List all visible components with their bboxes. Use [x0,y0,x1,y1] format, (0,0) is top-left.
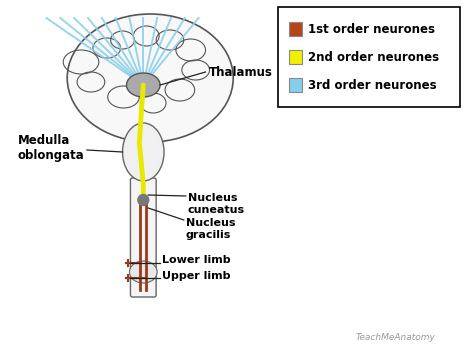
Text: Nucleus
cuneatus: Nucleus cuneatus [188,193,245,215]
Text: Nucleus
gracilis: Nucleus gracilis [186,218,235,239]
Text: 1st order neurones: 1st order neurones [308,22,435,36]
Bar [289,50,302,64]
Text: Thalamus: Thalamus [209,66,273,79]
Ellipse shape [127,73,160,97]
Ellipse shape [129,261,157,283]
Circle shape [138,195,149,206]
Ellipse shape [67,14,233,142]
Text: Lower limb: Lower limb [162,255,231,265]
Ellipse shape [123,123,164,181]
Text: Medulla
oblongata: Medulla oblongata [18,134,84,162]
Text: 2nd order neurones: 2nd order neurones [308,50,439,63]
Bar [289,78,302,92]
Text: 3rd order neurones: 3rd order neurones [308,79,437,91]
Text: Upper limb: Upper limb [162,271,230,281]
Bar [289,22,302,36]
Text: TeachMeAnatomy: TeachMeAnatomy [356,334,436,343]
FancyBboxPatch shape [278,7,459,107]
FancyBboxPatch shape [130,178,156,297]
